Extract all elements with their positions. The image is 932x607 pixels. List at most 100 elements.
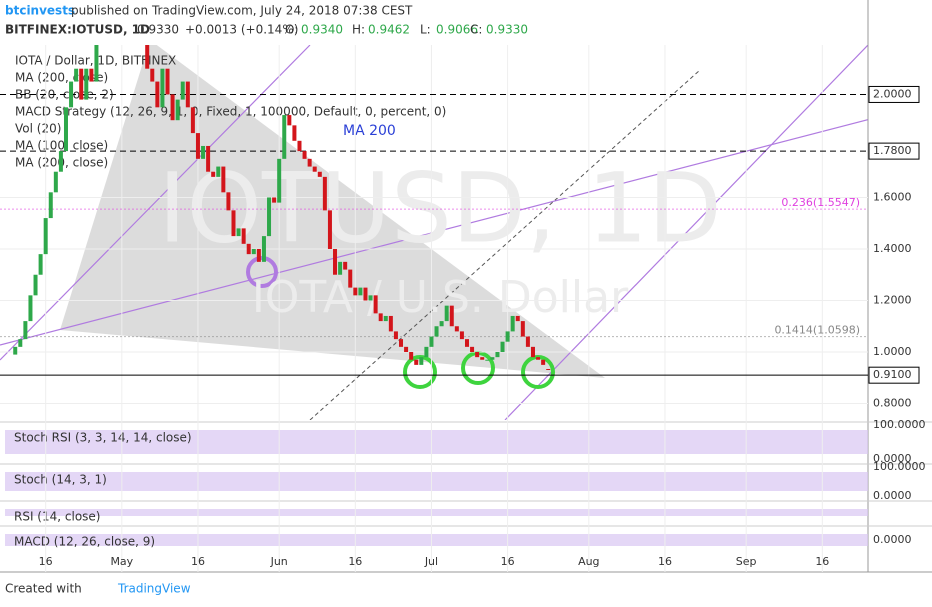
candle-body <box>38 254 43 275</box>
candle-body <box>241 228 246 244</box>
candle-body <box>160 68 165 108</box>
candle-body <box>327 210 332 249</box>
legend-entry: MACD Strategy (12, 26, 9, 1, 0, Fixed, 1… <box>15 105 446 119</box>
trendline <box>0 45 311 361</box>
candle-body <box>388 315 393 332</box>
candle-body <box>414 359 419 365</box>
trendline <box>309 69 701 420</box>
candle-body <box>267 197 272 237</box>
candle-body <box>145 45 150 69</box>
candle-body <box>399 339 404 347</box>
candle-body <box>282 115 287 159</box>
candle-body <box>302 151 307 159</box>
change: +0.0013 (+0.14%) <box>185 23 298 37</box>
candle-body <box>28 295 33 322</box>
candle-body <box>470 346 475 353</box>
y-tick-label: 1.0000 <box>873 345 912 358</box>
candle-body <box>338 261 343 275</box>
x-tick-label: Jun <box>270 555 288 568</box>
legend-entry: MA (200, close) <box>15 71 108 85</box>
candle-body <box>429 336 434 347</box>
x-tick-label: 16 <box>39 555 53 568</box>
author: btcinvests <box>5 4 75 18</box>
x-tick-label: 16 <box>348 555 362 568</box>
candle-body <box>393 331 398 340</box>
trendline <box>504 45 868 420</box>
candle-body <box>353 287 358 296</box>
pane-tick-label: 100.0000 <box>873 418 926 431</box>
candle-body <box>404 346 409 353</box>
candle-body <box>195 133 200 159</box>
candle-body <box>58 151 63 172</box>
candle-body <box>185 81 190 108</box>
candle-body <box>175 99 180 121</box>
candle-body <box>444 305 449 322</box>
candle-body <box>18 339 23 347</box>
x-tick-label: Sep <box>736 555 757 568</box>
x-tick-label: May <box>110 555 133 568</box>
candle-body <box>464 339 469 347</box>
candle-body <box>495 352 500 358</box>
candle-body <box>459 331 464 340</box>
ohlc-value: 0.9462 <box>368 23 410 37</box>
publish-info: published on TradingView.com, July 24, 2… <box>71 4 413 18</box>
candle-body <box>231 210 236 237</box>
candle-body <box>378 313 383 322</box>
candle-body <box>246 243 251 255</box>
last-price-box <box>868 366 920 384</box>
candle-body <box>170 94 175 121</box>
candle-body <box>180 81 185 100</box>
y-tick-label: 1.2000 <box>873 293 912 306</box>
candle-body <box>322 176 327 211</box>
candle-body <box>520 321 525 337</box>
x-tick-label: Aug <box>578 555 599 568</box>
candle-body <box>373 295 378 314</box>
candle-body <box>515 315 520 322</box>
candle-body <box>48 192 53 219</box>
candle-body <box>439 321 444 327</box>
candle-body <box>383 315 388 322</box>
candle-body <box>94 45 99 82</box>
candle-body <box>53 171 58 193</box>
pane-band <box>5 509 868 516</box>
candle-body <box>434 326 439 337</box>
candle-body <box>23 321 28 340</box>
ohlc-label: L: <box>420 23 431 37</box>
pane-band <box>5 430 868 454</box>
ohlc-value: 0.9066 <box>436 23 478 37</box>
candle-body <box>261 236 266 262</box>
x-tick-label: 16 <box>191 555 205 568</box>
candle-body <box>475 352 480 358</box>
candle-body <box>226 192 231 211</box>
pane-tick-label: 100.0000 <box>873 460 926 473</box>
y-tick-label: 1.4000 <box>873 242 912 255</box>
legend-entry: MA (100, close) <box>15 139 108 153</box>
pane-band <box>5 472 868 491</box>
candle-body <box>84 68 89 100</box>
last-price-label: 0.9100 <box>873 368 912 381</box>
candle-body <box>155 81 160 108</box>
x-tick-label: 16 <box>815 555 829 568</box>
level-box <box>868 142 920 160</box>
candle-body <box>363 287 368 301</box>
candle-body <box>297 140 302 152</box>
candle-body <box>190 107 195 134</box>
candle-body <box>536 357 541 360</box>
x-tick-label: 16 <box>501 555 515 568</box>
candle-body <box>546 369 551 371</box>
candle-body <box>33 274 38 296</box>
watermark: IOTUSD, 1D <box>158 152 722 264</box>
trendline <box>0 118 868 346</box>
candle-body <box>525 336 530 347</box>
candle-body <box>89 68 94 82</box>
annotation: MA 200 <box>343 123 396 139</box>
candle-body <box>317 171 322 177</box>
candle-body <box>307 158 312 167</box>
y-tick-label: 1.6000 <box>873 190 912 203</box>
fib-label: 0.1414(1.0598) <box>774 324 860 337</box>
ohlc-value: 0.9340 <box>301 23 343 37</box>
watermark: IOTA / U.S. Dollar <box>252 272 629 323</box>
candle-body <box>211 171 216 177</box>
